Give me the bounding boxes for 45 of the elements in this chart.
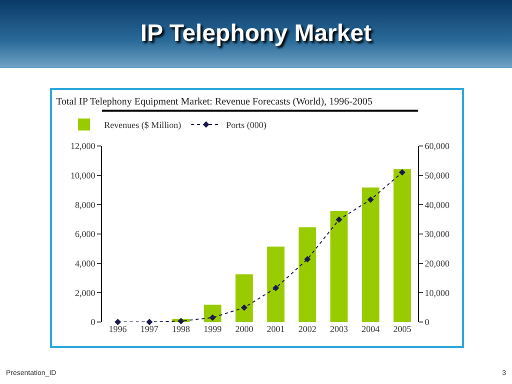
y2-tick-label: 10,000	[424, 288, 450, 298]
x-tick-label: 1999	[204, 324, 222, 334]
point	[304, 256, 311, 262]
y2-tick-label: 40,000	[424, 200, 450, 210]
y-tick-label: 6,000	[74, 229, 96, 240]
x-tick-label: 2004	[362, 324, 380, 334]
bar	[267, 246, 284, 322]
x-tick-label: 2000	[235, 324, 254, 334]
x-tick-label: 2005	[393, 324, 412, 334]
point	[146, 318, 153, 326]
point	[114, 318, 122, 326]
y-tick-label: 8,000	[74, 200, 96, 210]
point	[178, 318, 184, 324]
point	[209, 314, 216, 321]
x-tick-label: 2002	[298, 324, 316, 334]
chart-subtitle: Total IP Telephony Equipment Market: Revenue Forecasts (World), 1996-2005	[56, 96, 372, 108]
bar	[362, 188, 380, 322]
bar	[394, 169, 411, 322]
point	[398, 169, 406, 176]
y2-tick-label: 30,000	[424, 229, 450, 240]
y2-tick-label: 60,000	[424, 141, 450, 152]
y-tick-label: 2,000	[74, 288, 96, 298]
point	[240, 304, 248, 311]
point	[336, 216, 342, 223]
point	[367, 196, 374, 203]
y-tick-label: 0	[90, 317, 96, 328]
y-tick-label: 12,000	[70, 141, 96, 152]
y-tick-label: 10,000	[70, 170, 96, 180]
bar	[298, 227, 316, 322]
point	[272, 284, 280, 292]
y2-tick-label: 20,000	[424, 258, 450, 268]
y2-tick-label: 50,000	[424, 170, 450, 180]
x-tick-label: 1998	[172, 324, 190, 334]
x-tick-label: 2001	[266, 324, 285, 334]
legend-label: Revenues ($ Million)	[104, 120, 182, 130]
y2-tick-label: 0	[424, 317, 430, 328]
legend-label: Ports (000)	[226, 120, 266, 130]
x-tick-label: 1996	[108, 324, 128, 334]
chart-title: IP Telephony Market	[139, 20, 373, 48]
x-tick-label: 2003	[330, 324, 348, 334]
bar	[204, 304, 222, 322]
y-tick-label: 4,000	[74, 258, 96, 268]
bar	[330, 210, 348, 322]
x-tick-label: 1997	[140, 324, 159, 334]
bar	[236, 274, 253, 322]
